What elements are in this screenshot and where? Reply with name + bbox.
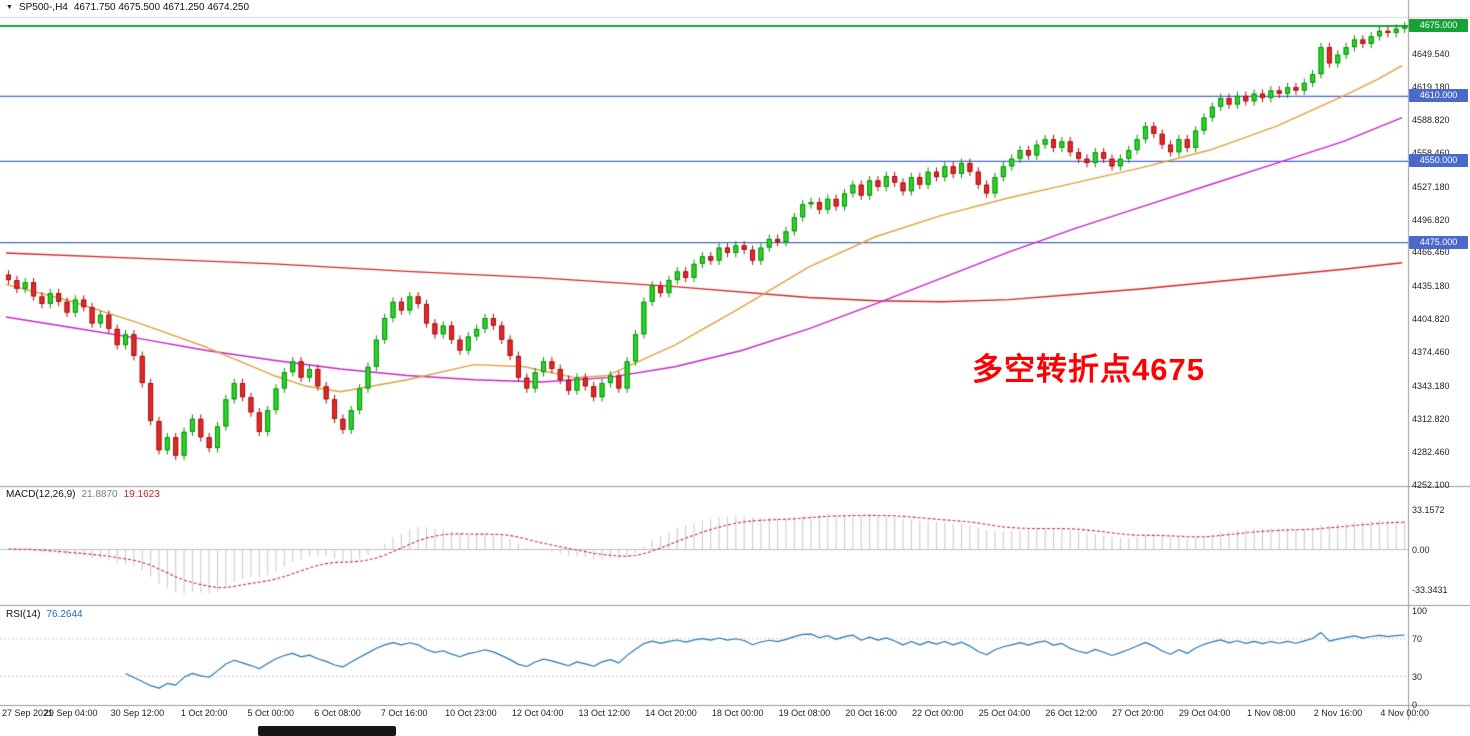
price-tick-label: 4252.100	[1412, 479, 1450, 490]
time-axis-label: 20 Oct 16:00	[845, 708, 897, 718]
time-axis-label: 26 Oct 12:00	[1045, 708, 1097, 718]
price-tick-label: 4312.820	[1412, 413, 1450, 424]
time-axis-label: 1 Oct 20:00	[180, 708, 228, 718]
time-axis-label: 27 Oct 20:00	[1112, 708, 1164, 718]
price-tick-label: 4588.820	[1412, 114, 1450, 125]
time-axis-label: 10 Oct 23:00	[445, 708, 497, 718]
rsi-tick-label: 100	[1412, 606, 1428, 616]
price-tick-label: 4649.540	[1412, 49, 1450, 59]
price-tick-label: 4435.180	[1412, 281, 1450, 292]
time-axis-label: 12 Oct 04:00	[511, 708, 564, 718]
time-axis-label: 29 Oct 04:00	[1178, 708, 1231, 718]
chart-symbol-timeframe: SP500-,H4	[18, 2, 68, 13]
time-axis-label: 5 Oct 00:00	[247, 708, 295, 718]
time-axis-label: 22 Oct 00:00	[912, 708, 964, 718]
time-axis-label: 13 Oct 12:00	[578, 708, 631, 718]
macd-name: MACD(12,26,9)	[6, 489, 76, 500]
chart-dropdown-icon[interactable]: ▼	[6, 4, 13, 11]
macd-tick-label: 33.1572	[1412, 505, 1445, 515]
time-axis-label: 14 Oct 20:00	[645, 708, 697, 718]
rsi-name: RSI(14)	[6, 609, 41, 620]
price-tick-label: 4527.180	[1412, 181, 1450, 192]
macd-indicator-label: MACD(12,26,9) 21.8870 19.1623	[6, 489, 160, 500]
price-tick-label: 4282.460	[1412, 446, 1450, 457]
price-tick-label: 4619.180	[1412, 81, 1450, 92]
macd-tick-label: 0.00	[1412, 545, 1430, 555]
time-axis-label: 25 Oct 04:00	[978, 708, 1031, 718]
price-level-badge: 4550.000	[1409, 154, 1468, 168]
price-level-badge: 4610.000	[1409, 89, 1468, 103]
price-tick-label: 4558.460	[1412, 147, 1450, 158]
rsi-tick-label: 0	[1412, 700, 1418, 710]
rsi-tick-label: 30	[1412, 671, 1423, 682]
price-tick-label: 4374.460	[1412, 347, 1450, 358]
price-level-badge: 4675.000	[1409, 18, 1468, 32]
annotation-text: 多空转折点4675	[972, 352, 1205, 387]
price-tick-label: 4404.820	[1412, 314, 1450, 325]
time-axis-label: 4 Nov 00:00	[1380, 708, 1429, 718]
time-axis-label: 18 Oct 00:00	[711, 708, 764, 718]
rsi-indicator-label: RSI(14) 76.2644	[6, 609, 83, 620]
macd-signal-value: 19.1623	[123, 489, 160, 500]
rsi-value: 76.2644	[46, 609, 83, 620]
time-axis-label: 27 Sep 2021	[2, 708, 54, 718]
scrollbar-thumb[interactable]	[258, 726, 396, 736]
time-axis-label: 19 Oct 08:00	[778, 708, 831, 718]
time-axis-label: 2 Nov 16:00	[1313, 708, 1363, 718]
price-tick-label: 4496.820	[1412, 214, 1450, 225]
chart-ohlc-values: 4671.750 4675.500 4671.250 4674.250	[73, 2, 250, 13]
macd-main-value: 21.8870	[81, 489, 118, 500]
price-tick-label: 4343.180	[1412, 381, 1450, 392]
time-axis-label: 30 Sep 12:00	[110, 708, 165, 718]
price-level-badge: 4475.000	[1409, 235, 1468, 249]
rsi-tick-label: 70	[1412, 634, 1423, 645]
price-tick-label: 4466.460	[1412, 247, 1450, 258]
time-axis-label: 6 Oct 08:00	[314, 708, 361, 718]
time-axis-label: 1 Nov 08:00	[1247, 708, 1296, 718]
chart-title: ▼ SP500-,H4 4671.750 4675.500 4671.250 4…	[6, 2, 249, 13]
time-axis-label: 7 Oct 16:00	[380, 708, 428, 718]
macd-tick-label: -33.3431	[1412, 585, 1448, 596]
time-axis-label: 29 Sep 04:00	[43, 708, 98, 718]
